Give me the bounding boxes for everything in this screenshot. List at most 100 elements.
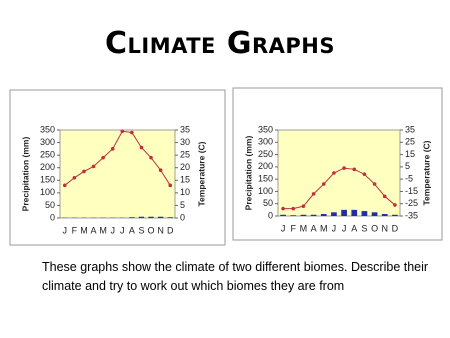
precipitation-bar xyxy=(310,214,317,216)
y-tick-label: 150 xyxy=(40,175,55,185)
precipitation-bar xyxy=(138,216,145,218)
y2-tick-label: 5 xyxy=(405,161,410,171)
body-text: These graphs show the climate of two dif… xyxy=(42,260,429,293)
y-tick-label: 150 xyxy=(258,174,273,184)
temperature-point xyxy=(372,182,377,186)
y-tick-label: 250 xyxy=(258,149,273,159)
y-tick-label: 50 xyxy=(263,198,273,208)
x-tick-label: M xyxy=(320,223,328,233)
y2-tick-label: 35 xyxy=(180,124,190,134)
temperature-point xyxy=(301,204,306,208)
temperature-point xyxy=(82,169,86,174)
y-tick-label: 300 xyxy=(40,137,55,147)
slide-title: Climate Graphs xyxy=(105,26,335,61)
y2-tick-label: 10 xyxy=(180,187,190,197)
charts: 05010015020025030035005101520253035Preci… xyxy=(9,87,443,246)
y-tick-label: 100 xyxy=(40,187,55,197)
x-tick-label: A xyxy=(351,223,357,233)
temperature-line xyxy=(64,130,171,186)
x-tick-label: J xyxy=(281,223,286,233)
precipitation-bar xyxy=(157,216,164,218)
y2-tick-label: -35 xyxy=(405,210,418,220)
y2-tick-label: -25 xyxy=(405,198,418,208)
y-tick-label: 350 xyxy=(258,124,273,134)
temperature-point xyxy=(281,206,285,211)
precipitation-bar xyxy=(320,214,327,216)
y2-tick-label: 5 xyxy=(180,200,185,210)
temperature-point xyxy=(110,147,115,151)
x-tick-label: J xyxy=(110,225,115,235)
y2-tick-label: 25 xyxy=(405,137,415,147)
temperature-point xyxy=(168,183,173,188)
y-tick-label: 0 xyxy=(268,210,273,220)
temperature-point xyxy=(291,206,296,211)
temperature-point xyxy=(321,182,326,186)
precipitation-bar xyxy=(361,211,368,216)
precipitation-bar xyxy=(129,217,135,218)
x-tick-label: D xyxy=(167,225,174,235)
precipitation-bar xyxy=(331,212,337,216)
temperature-point xyxy=(342,166,346,170)
y-tick-label: 350 xyxy=(40,124,55,134)
x-tick-label: O xyxy=(371,223,378,233)
plot-area xyxy=(59,129,176,219)
precipitation-bar xyxy=(381,214,388,216)
x-tick-label: O xyxy=(148,225,155,235)
x-tick-label: A xyxy=(91,225,97,235)
y-tick-label: 300 xyxy=(258,137,273,147)
temperature-point xyxy=(311,192,316,196)
y2-axis-title: Temperature (C) xyxy=(196,141,206,206)
precipitation-bar xyxy=(290,215,297,216)
y-tick-label: 100 xyxy=(258,186,273,196)
x-tick-label: N xyxy=(382,223,389,233)
plot-area xyxy=(277,129,401,217)
y2-tick-label: 15 xyxy=(405,149,415,159)
y-tick-label: 0 xyxy=(50,212,55,222)
x-tick-label: J xyxy=(332,223,337,233)
temperature-point xyxy=(332,171,336,175)
temperature-point xyxy=(382,194,387,199)
y2-tick-label: 0 xyxy=(180,212,185,222)
temperature-point xyxy=(139,145,144,150)
temperature-point xyxy=(158,168,163,173)
y2-tick-label: -5 xyxy=(405,174,413,184)
y2-tick-label: 30 xyxy=(180,137,190,147)
temperature-point xyxy=(393,203,397,207)
x-tick-label: S xyxy=(138,225,144,235)
temperature-point xyxy=(130,130,134,135)
y2-tick-label: 15 xyxy=(180,175,190,185)
temperature-point xyxy=(91,164,96,169)
x-tick-label: M xyxy=(300,223,308,233)
precipitation-bar xyxy=(148,216,154,218)
x-tick-label: D xyxy=(392,223,399,233)
y2-tick-label: 25 xyxy=(180,150,190,160)
y-axis-title: Precipitation (mm) xyxy=(243,136,253,211)
x-tick-label: F xyxy=(291,223,297,233)
y-axis-title: Precipitation (mm) xyxy=(20,137,30,212)
y2-tick-label: -15 xyxy=(405,186,418,196)
temperature-point xyxy=(101,155,105,160)
temperature-point xyxy=(149,155,153,160)
y-tick-label: 200 xyxy=(40,162,55,172)
precipitation-bar xyxy=(392,214,398,216)
temperature-point xyxy=(72,175,77,180)
x-tick-label: N xyxy=(157,225,164,235)
precipitation-bar xyxy=(300,214,307,216)
precipitation-bar xyxy=(371,212,378,216)
x-tick-label: M xyxy=(99,225,107,235)
temperature-point xyxy=(120,129,125,134)
x-tick-label: A xyxy=(129,225,135,235)
y-tick-label: 250 xyxy=(40,150,55,160)
temperature-point xyxy=(352,167,357,172)
y2-tick-label: 20 xyxy=(180,162,190,172)
precipitation-bar xyxy=(167,217,173,218)
x-tick-label: A xyxy=(311,223,317,233)
x-tick-label: F xyxy=(72,225,78,235)
x-tick-label: J xyxy=(342,223,347,233)
precipitation-bar xyxy=(280,214,286,216)
y2-axis-title: Temperature (C) xyxy=(421,140,431,205)
x-tick-label: J xyxy=(63,225,68,235)
y-tick-label: 50 xyxy=(45,200,55,210)
x-tick-label: S xyxy=(361,223,367,233)
